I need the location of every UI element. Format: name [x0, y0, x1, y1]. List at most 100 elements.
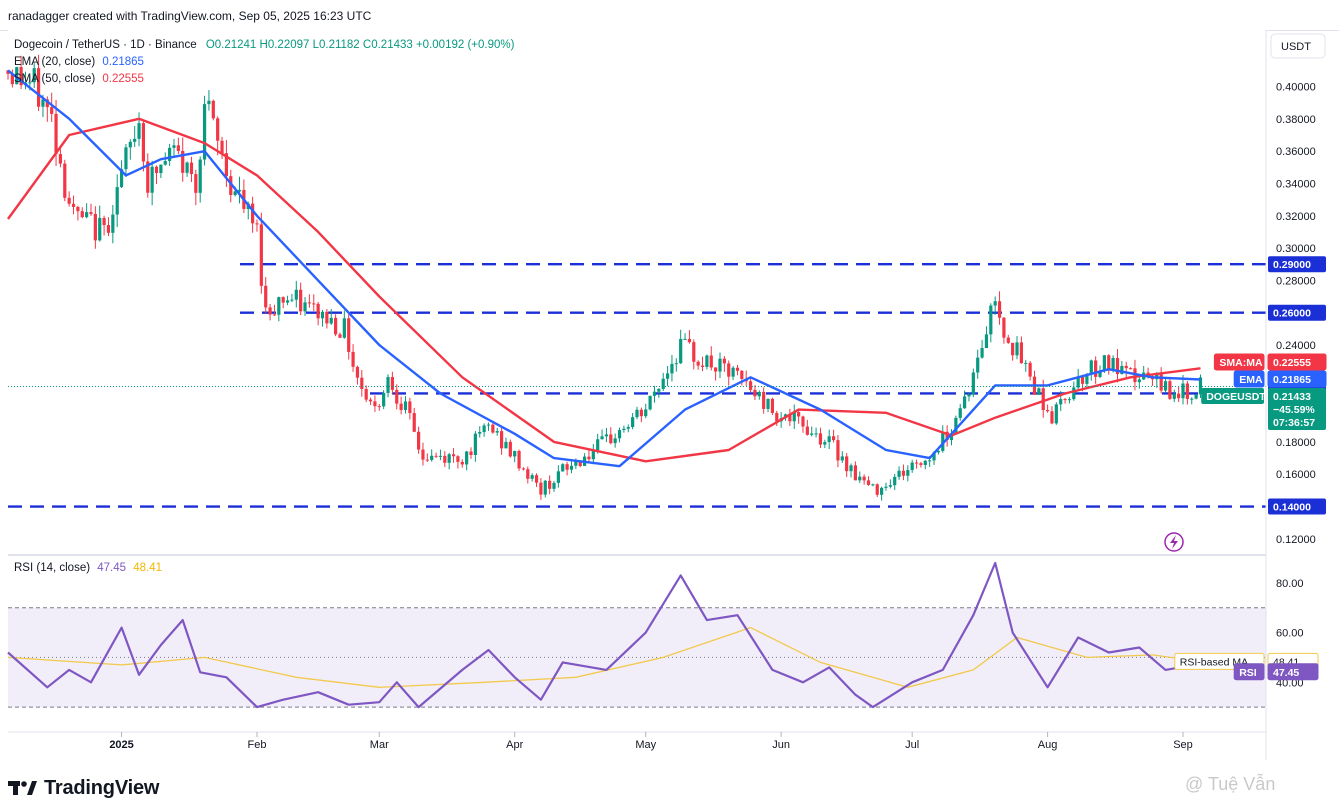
sma-row[interactable]: SMA (50, close) 0.22555	[14, 71, 514, 88]
candle-body	[45, 99, 49, 108]
candle-body	[923, 460, 927, 465]
sma-tag-value: 0.22555	[1273, 357, 1311, 369]
candle-body	[587, 456, 591, 460]
candle-body	[980, 348, 984, 358]
candle-body	[76, 206, 80, 212]
candle-body	[757, 391, 761, 397]
lightning-icon[interactable]	[1164, 532, 1184, 552]
candle-body	[543, 480, 547, 495]
candle-body	[1168, 381, 1172, 399]
candle-body	[399, 403, 403, 411]
footer-logo[interactable]: TradingView	[8, 775, 159, 801]
candle-body	[1194, 394, 1198, 399]
candle-body	[1050, 411, 1054, 424]
price-tick-label: 0.34000	[1276, 178, 1316, 190]
candle-body	[884, 486, 888, 488]
rsi-pane	[7, 561, 1266, 709]
candle-body	[906, 470, 910, 476]
candle-body	[233, 191, 237, 196]
candle-body	[521, 468, 526, 470]
time-tick-label: Jun	[772, 739, 790, 751]
ema-row[interactable]: EMA (20, close) 0.21865	[14, 54, 514, 71]
currency-label[interactable]: USDT	[1281, 41, 1311, 53]
candle-body	[552, 482, 556, 489]
candle-body	[696, 361, 700, 366]
time-tick-label: Apr	[506, 739, 523, 751]
candle-body	[386, 377, 390, 393]
rsi-tick-label: 80.00	[1276, 578, 1304, 590]
ema-20-line	[7, 69, 1201, 468]
level-tag-value: 0.29000	[1273, 259, 1311, 271]
candle-body	[591, 450, 595, 460]
candle-body	[478, 431, 482, 434]
ema-tag-label-bg	[1233, 370, 1265, 388]
candle-body	[1172, 393, 1176, 399]
candle-body	[513, 450, 517, 457]
candle-body	[600, 436, 604, 440]
candle-body	[548, 480, 552, 489]
candle-body	[272, 314, 277, 316]
candle-body	[403, 401, 408, 411]
candle-body	[368, 399, 373, 402]
sma-value: 0.22555	[102, 73, 144, 85]
candle-body	[639, 409, 643, 417]
rsi-line	[7, 561, 1201, 709]
candle-body	[997, 301, 1002, 318]
candle-body	[792, 412, 796, 422]
candle-body	[788, 414, 792, 422]
candle-body	[814, 433, 818, 435]
rsi-tag-value-bg	[1267, 663, 1319, 681]
candle-body	[1028, 362, 1032, 377]
candle-body	[342, 318, 346, 338]
candle-body	[425, 459, 429, 461]
candle-body	[373, 401, 377, 407]
candle-body	[1115, 358, 1120, 375]
candle-body	[1128, 368, 1133, 370]
candle-body	[569, 465, 574, 470]
candle-body	[714, 367, 718, 372]
candle-body	[159, 164, 163, 174]
candle-body	[539, 482, 543, 495]
candle-body	[290, 299, 294, 301]
candle-body	[762, 391, 766, 409]
candle-body	[71, 203, 76, 207]
candle-body	[936, 450, 940, 453]
candle-body	[146, 161, 150, 193]
candle-body	[604, 434, 609, 437]
price-tick-label: 0.32000	[1276, 211, 1316, 223]
candle-body	[15, 67, 19, 85]
candle-body	[1159, 372, 1163, 391]
price-pane	[6, 30, 1266, 555]
ema-tag: EMA 0.21865	[1233, 370, 1327, 388]
candle-body	[251, 203, 255, 224]
price-tag-countdown: 07:36:57	[1273, 417, 1315, 429]
candle-body	[207, 100, 211, 105]
candle-body	[862, 476, 866, 481]
candle-body	[416, 431, 421, 450]
candle-body	[294, 289, 298, 300]
candle-body	[154, 166, 159, 174]
candle-body	[679, 338, 683, 364]
sma-label: SMA (50, close)	[14, 73, 96, 85]
candle-body	[631, 417, 635, 428]
sma-tag: SMA:MA 0.22555	[1213, 353, 1327, 371]
ema-label: EMA (20, close)	[14, 56, 96, 68]
candle-body	[670, 363, 674, 374]
ema-tag-label: EMA	[1239, 374, 1263, 386]
candle-body	[1063, 399, 1067, 401]
candle-body	[674, 363, 678, 365]
candle-body	[853, 465, 858, 481]
candle-body	[1107, 355, 1111, 371]
candle-body	[928, 460, 932, 462]
candle-body	[408, 401, 412, 414]
price-tick-label: 0.18000	[1276, 437, 1316, 449]
symbol-name[interactable]: Dogecoin / TetherUS · 1D · Binance	[14, 39, 197, 51]
candle-body	[735, 367, 740, 371]
time-tick-label: May	[635, 739, 656, 751]
rsi-legend[interactable]: RSI (14, close) 47.45 48.41	[14, 562, 162, 574]
candle-body	[1041, 388, 1045, 411]
candle-body	[491, 424, 495, 433]
price-tag-label: DOGEUSDT	[1206, 391, 1266, 403]
ema-tag-value-bg	[1267, 370, 1327, 388]
